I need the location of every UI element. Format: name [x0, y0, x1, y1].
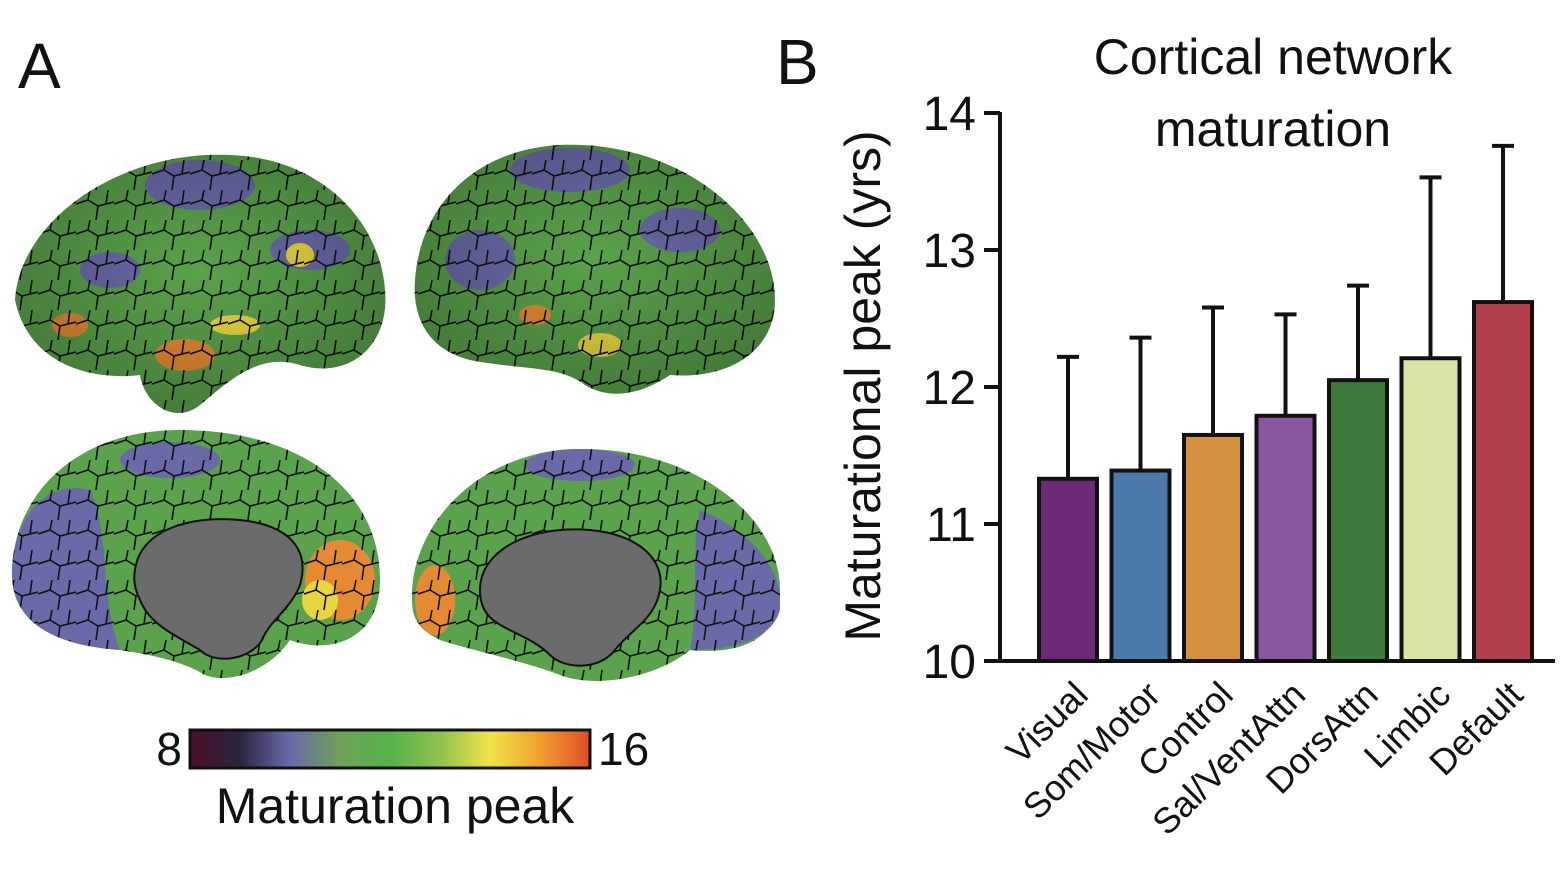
- y-tick-label: 14: [923, 88, 976, 141]
- brain-surface-maps: [11, 144, 780, 681]
- bar-visual: [1037, 476, 1099, 664]
- chart-title-line-1: Cortical network: [1094, 29, 1453, 85]
- brain-lateral-right: [414, 144, 775, 394]
- chart-error-bars: [1057, 143, 1514, 479]
- brain-medial-right: [411, 449, 780, 681]
- bar-control: [1182, 432, 1244, 664]
- colorbar-gradient: [188, 728, 592, 770]
- y-tick-label: 10: [923, 636, 976, 689]
- x-tick-labels: VisualSom/MotorControlSal/VentAttnDorsAt…: [998, 674, 1531, 843]
- brain-lateral-left: [15, 154, 386, 414]
- panel-label-b: B: [776, 26, 819, 98]
- colorbar-max-label: 16: [598, 725, 649, 775]
- y-tick-labels: 10 11 12 13 14: [923, 88, 976, 689]
- brain-medial-left: [11, 430, 380, 679]
- bar-som-motor: [1109, 468, 1172, 663]
- bar-limbic: [1399, 356, 1462, 663]
- y-tick-label: 11: [926, 499, 976, 552]
- y-axis-label: Maturational peak (yrs): [835, 130, 891, 641]
- network-maturation-chart: Cortical network maturation Maturational…: [835, 29, 1555, 843]
- colorbar-title: Maturation peak: [216, 778, 576, 834]
- chart-bars: [1037, 300, 1534, 664]
- bar-dorsattn: [1327, 378, 1389, 663]
- bar-default: [1472, 300, 1534, 663]
- colorbar-min-label: 8: [156, 725, 182, 775]
- colorbar: 8 16 Maturation peak: [156, 725, 649, 834]
- panel-label-a: A: [18, 30, 61, 102]
- bar-sal-ventattn: [1254, 413, 1317, 663]
- y-tick-label: 12: [923, 362, 976, 415]
- chart-title-line-2: maturation: [1155, 101, 1391, 157]
- y-tick-label: 13: [923, 225, 976, 278]
